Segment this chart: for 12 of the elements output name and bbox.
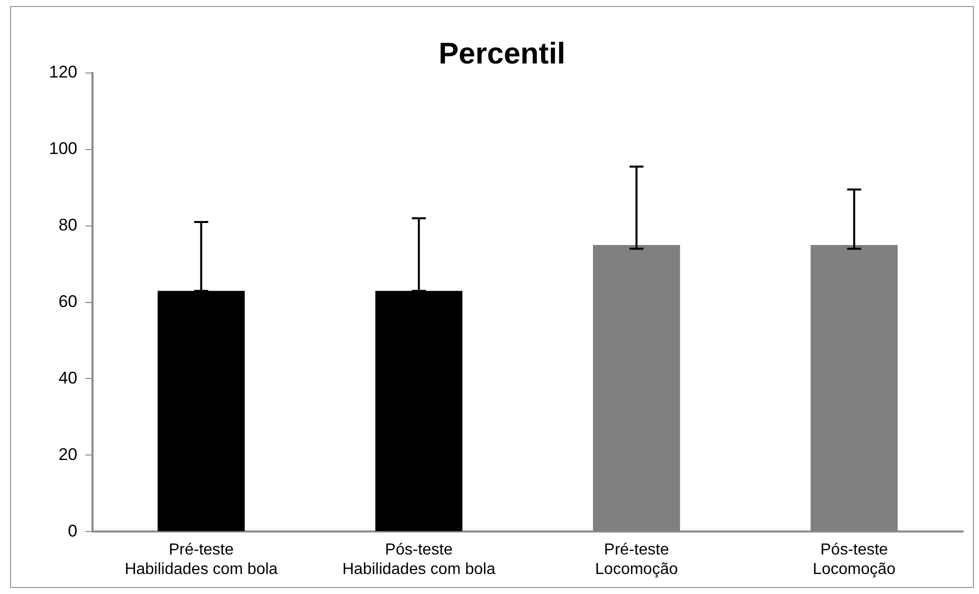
- y-tick-label: 100: [48, 139, 78, 158]
- y-tick-label: 120: [48, 62, 78, 82]
- chart-title: Percentil: [438, 37, 566, 70]
- y-tick-label: 40: [58, 368, 78, 388]
- x-tick-label: Pós-teste Habilidades com bola: [342, 542, 496, 578]
- x-tick-label: Pré-teste Habilidades com bola: [124, 542, 278, 578]
- y-tick-label: 20: [58, 444, 78, 464]
- y-tick-label: 80: [58, 216, 78, 235]
- y-tick-label: 60: [58, 292, 78, 311]
- x-tick-label: Pós-teste Locomoção: [812, 542, 896, 578]
- x-tick-label: Pré-teste Locomoção: [595, 542, 678, 578]
- y-tick-label: 0: [68, 521, 78, 540]
